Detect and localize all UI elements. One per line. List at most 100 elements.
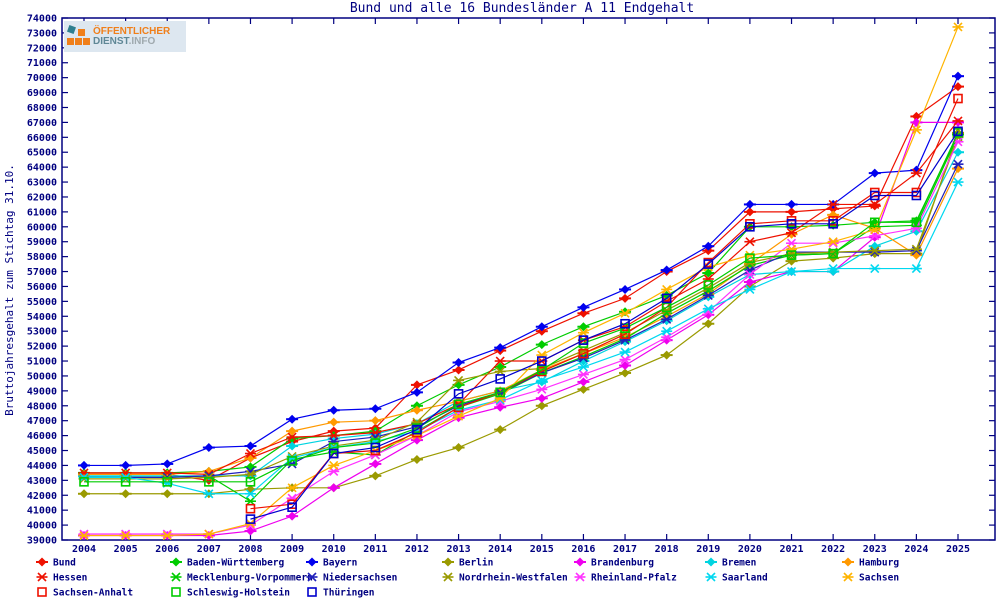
series-sachsen — [78, 22, 964, 541]
y-tick-label: 42000 — [27, 491, 57, 502]
y-tick-label: 61000 — [27, 207, 57, 218]
y-tick-label: 43000 — [27, 476, 57, 487]
legend-label: Baden-Württemberg — [187, 558, 285, 569]
legend-label: Schleswig-Holstein — [187, 588, 290, 599]
y-tick-label: 39000 — [27, 536, 57, 547]
x-tick-label: 2016 — [571, 544, 595, 555]
legend-item-berlin: Berlin — [442, 557, 493, 569]
y-tick-label: 73000 — [27, 28, 57, 39]
y-tick-label: 46000 — [27, 431, 57, 442]
y-tick-label: 69000 — [27, 88, 57, 99]
legend-label: Saarland — [722, 573, 768, 584]
legend-item-sachsen-anhalt: Sachsen-Anhalt — [37, 587, 133, 599]
series-berlin — [78, 128, 964, 499]
y-tick-label: 44000 — [27, 461, 57, 472]
legend-item-bund: Bund — [36, 557, 76, 569]
logo-text-line2: DIENST.INFO — [93, 35, 156, 47]
series-thüringen — [245, 126, 963, 524]
y-tick-label: 55000 — [27, 297, 57, 308]
x-tick-label: 2017 — [613, 544, 637, 555]
y-tick-label: 49000 — [27, 386, 57, 397]
legend-label: Berlin — [459, 558, 493, 569]
legend-label: Bremen — [722, 558, 756, 569]
legend-label: Bund — [53, 558, 76, 569]
x-tick-label: 2018 — [655, 544, 679, 555]
x-tick-label: 2004 — [72, 544, 96, 555]
y-tick-label: 53000 — [27, 327, 57, 338]
y-tick-label: 68000 — [27, 103, 57, 114]
x-tick-label: 2022 — [821, 544, 845, 555]
x-tick-label: 2005 — [114, 544, 138, 555]
y-tick-label: 54000 — [27, 312, 57, 323]
y-tick-label: 58000 — [27, 252, 57, 263]
y-tick-label: 50000 — [27, 371, 57, 382]
legend-item-saarland: Saarland — [705, 572, 768, 584]
y-axis-label: Bruttojahresgehalt zum Stichtag 31.10. — [3, 164, 16, 416]
y-tick-label: 66000 — [27, 133, 57, 144]
series-baden-württemberg — [78, 129, 964, 478]
y-tick-label: 71000 — [27, 58, 57, 69]
x-tick-label: 2023 — [863, 544, 887, 555]
x-tick-label: 2011 — [363, 544, 387, 555]
series-bremen — [78, 147, 964, 481]
x-tick-label: 2025 — [946, 544, 970, 555]
legend-label: Nordrhein-Westfalen — [459, 573, 568, 584]
legend-label: Bayern — [323, 558, 357, 569]
legend-item-mecklenburg-vorpommern: Mecklenburg-Vorpommern — [170, 572, 313, 584]
x-tick-label: 2015 — [530, 544, 554, 555]
legend-item-nordrhein-westfalen: Nordrhein-Westfalen — [442, 572, 568, 584]
legend-item-hessen: Hessen — [36, 572, 87, 584]
site-logo[interactable]: ÖFFENTLICHER DIENST.INFO — [64, 21, 186, 52]
x-tick-label: 2013 — [447, 544, 471, 555]
logo-text-line1: ÖFFENTLICHER — [93, 25, 171, 37]
y-tick-label: 56000 — [27, 282, 57, 293]
plot-area: 39000 40000 41000 42000 43000 44000 45000 46000… — [27, 14, 996, 555]
series-bayern — [78, 71, 964, 470]
y-tick-label: 57000 — [27, 267, 57, 278]
y-tick-label: 51000 — [27, 357, 57, 368]
x-tick-label: 2007 — [197, 544, 221, 555]
y-tick-label: 40000 — [27, 521, 57, 532]
legend-item-thüringen: Thüringen — [307, 587, 374, 599]
legend-label: Hessen — [53, 573, 87, 584]
legend-label: Thüringen — [323, 588, 374, 599]
x-tick-label: 2006 — [155, 544, 179, 555]
y-tick-label: 48000 — [27, 401, 57, 412]
legend-label: Niedersachsen — [323, 573, 397, 584]
y-tick-label: 47000 — [27, 416, 57, 427]
y-tick-label: 67000 — [27, 118, 57, 129]
x-tick-label: 2024 — [904, 544, 928, 555]
legend-item-bremen: Bremen — [705, 557, 756, 569]
legend-label: Rheinland-Pfalz — [591, 573, 677, 584]
series-sachsen-anhalt — [245, 93, 963, 514]
legend-label: Mecklenburg-Vorpommern — [187, 573, 313, 584]
y-tick-label: 41000 — [27, 506, 57, 517]
y-tick-label: 70000 — [27, 73, 57, 84]
y-tick-label: 72000 — [27, 43, 57, 54]
x-tick-label: 2009 — [280, 544, 304, 555]
x-tick-label: 2012 — [405, 544, 429, 555]
legend-item-baden-württemberg: Baden-Württemberg — [170, 557, 285, 569]
chart-title: Bund und alle 16 Bundesländer A 11 Endge… — [350, 1, 694, 16]
legend-label: Sachsen-Anhalt — [53, 588, 133, 599]
y-tick-label: 63000 — [27, 178, 57, 189]
legend-item-rheinland-pfalz: Rheinland-Pfalz — [574, 572, 677, 584]
legend-label: Hamburg — [859, 558, 899, 569]
series-hessen — [78, 116, 964, 479]
series-schleswig-holstein — [79, 128, 963, 487]
x-tick-label: 2010 — [322, 544, 346, 555]
series-bund — [78, 82, 964, 485]
legend: Bund Baden-Württemberg Bayern Berlin Branden… — [36, 557, 899, 599]
x-tick-label: 2008 — [238, 544, 262, 555]
legend-label: Brandenburg — [591, 558, 654, 569]
legend-label: Sachsen — [859, 573, 899, 584]
legend-item-brandenburg: Brandenburg — [574, 557, 654, 569]
legend-item-schleswig-holstein: Schleswig-Holstein — [171, 587, 290, 599]
x-tick-label: 2014 — [488, 544, 512, 555]
y-tick-label: 64000 — [27, 163, 57, 174]
y-tick-label: 74000 — [27, 14, 57, 25]
x-tick-label: 2021 — [779, 544, 803, 555]
y-tick-label: 45000 — [27, 446, 57, 457]
logo-icon — [67, 24, 90, 49]
